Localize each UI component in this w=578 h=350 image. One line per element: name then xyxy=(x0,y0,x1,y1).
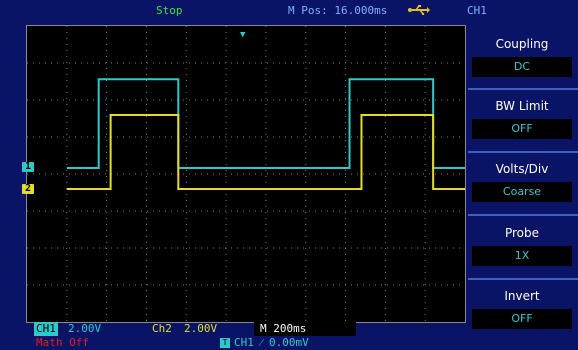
menu-channel-title: CH1 xyxy=(467,4,487,18)
menu-volts-div-value[interactable]: Coarse xyxy=(472,182,572,202)
ch2-volts-div: 2.00V xyxy=(184,322,217,336)
menu-probe[interactable]: Probe 1X xyxy=(468,222,576,266)
ch2-tag: Ch2 xyxy=(152,322,172,336)
ch1-volts-div: 2.00V xyxy=(68,322,101,336)
top-status-bar: Stop M Pos: 16.000ms CH1 xyxy=(0,0,578,24)
menu-invert-title: Invert xyxy=(468,285,576,307)
waveform-grid xyxy=(27,26,465,322)
menu-coupling-title: Coupling xyxy=(468,33,576,55)
menu-coupling[interactable]: Coupling DC xyxy=(468,33,576,77)
menu-probe-value[interactable]: 1X xyxy=(472,246,572,266)
waveform-display xyxy=(26,25,466,323)
menu-divider xyxy=(468,88,578,90)
ch1-tag: CH1 xyxy=(34,322,58,336)
menu-divider xyxy=(468,278,578,280)
math-status: Math Off xyxy=(36,336,89,350)
menu-coupling-value[interactable]: DC xyxy=(472,57,572,77)
menu-divider xyxy=(468,151,578,153)
timebase-readout: M 200ms xyxy=(254,322,356,336)
menu-volts-div-title: Volts/Div xyxy=(468,158,576,180)
menu-bw-limit-title: BW Limit xyxy=(468,95,576,117)
menu-probe-title: Probe xyxy=(468,222,576,244)
graticule xyxy=(27,26,465,322)
main-position-readout: M Pos: 16.000ms xyxy=(288,4,387,18)
trigger-position-marker: ▼ xyxy=(240,30,245,40)
run-status: Stop xyxy=(156,4,183,18)
trigger-readout: CH1 ⁄ 0.00mV xyxy=(234,336,309,350)
trigger-source-icon: T xyxy=(220,338,230,348)
ch2-ground-marker[interactable]: 2 xyxy=(22,184,34,194)
menu-invert[interactable]: Invert OFF xyxy=(468,285,576,329)
menu-invert-value[interactable]: OFF xyxy=(472,309,572,329)
usb-icon xyxy=(408,5,430,19)
menu-volts-div[interactable]: Volts/Div Coarse xyxy=(468,158,576,202)
menu-bw-limit[interactable]: BW Limit OFF xyxy=(468,95,576,139)
menu-divider xyxy=(468,214,578,216)
ch1-ground-marker[interactable]: 1 xyxy=(22,162,34,172)
menu-bw-limit-value[interactable]: OFF xyxy=(472,119,572,139)
